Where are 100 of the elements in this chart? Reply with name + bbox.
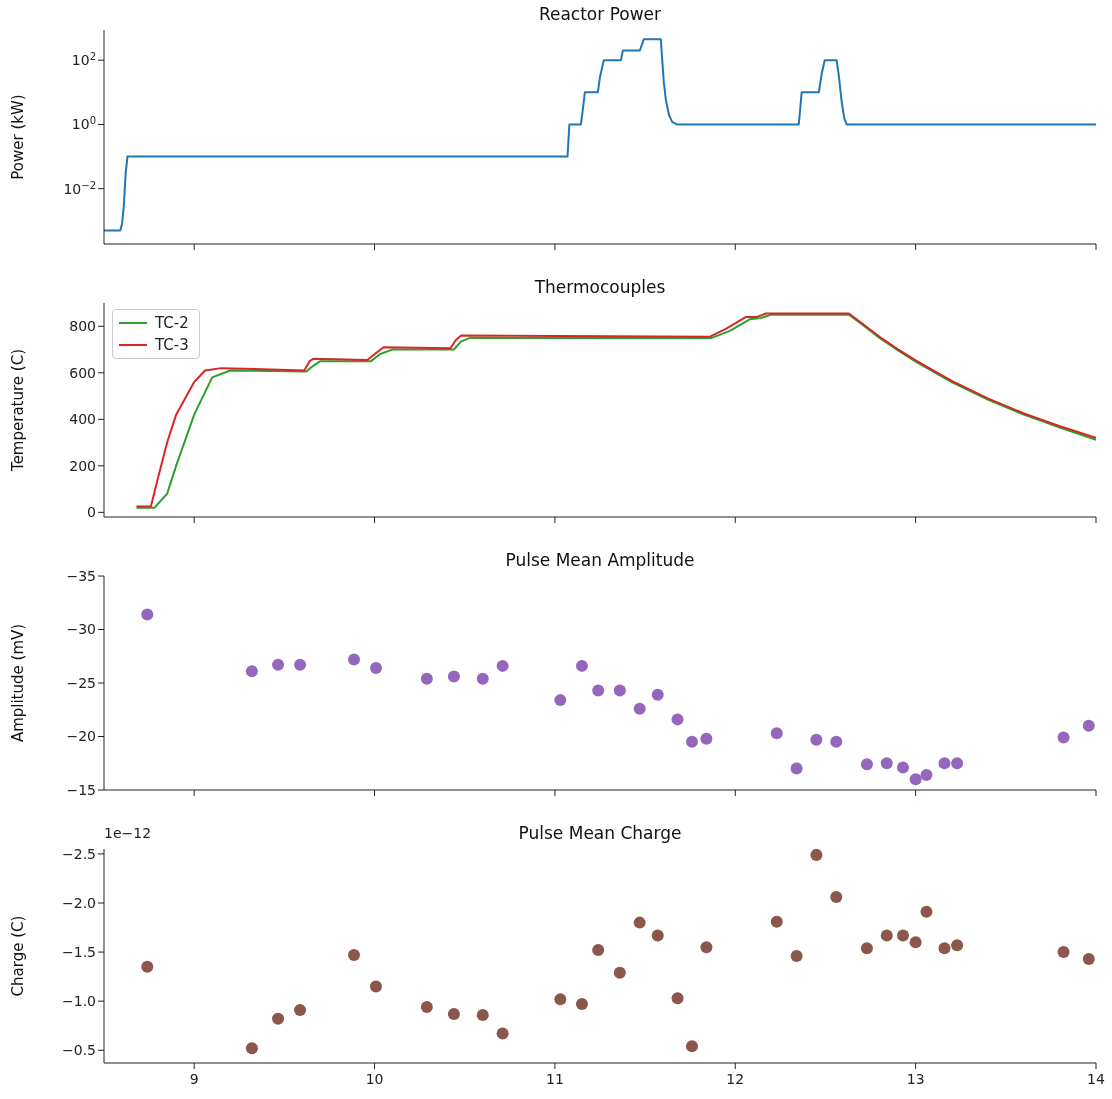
y-axis-title: Charge (C) [9,915,28,997]
point [575,659,588,672]
x-tick-label: 9 [189,1070,199,1087]
point [938,757,951,770]
point [951,939,964,952]
y-tick-label: −15 [66,781,96,798]
point [447,1007,460,1020]
y-axis-title: Amplitude (mV) [9,623,28,743]
point [294,1003,307,1016]
y-tick-label: −35 [66,567,96,584]
line-series [104,38,1096,232]
point [700,732,713,745]
point [810,849,823,861]
point [880,757,893,770]
x-tick-label: 11 [546,1070,564,1087]
y-tick-label: −1.5 [62,943,96,960]
point [1057,946,1070,959]
legend-label: TC-2 [155,313,189,334]
point [920,769,933,782]
point [633,916,646,929]
point [272,1012,285,1025]
y-tick-label: 200 [69,457,96,474]
x-tick-label: 13 [906,1070,925,1087]
chart-title: Reactor Power [537,4,663,24]
y-axis-title: Power (kW) [9,94,28,180]
point [685,735,698,748]
point [860,942,873,955]
y-tick-label: −20 [66,728,96,745]
point [613,684,626,697]
point [420,672,433,685]
point [420,1001,433,1014]
y-tick-label: 400 [69,411,96,428]
point [830,891,843,904]
point [141,960,154,973]
point [592,684,605,697]
point [671,713,684,726]
point [245,1042,258,1055]
chart-title: Pulse Mean Charge [518,823,682,843]
point [651,688,664,701]
x-tick-label: 12 [726,1070,745,1087]
point [447,670,460,683]
y-tick-label: 10$^{2}$ [71,50,96,69]
point [633,702,646,715]
point [141,608,154,621]
point [496,1027,509,1040]
point [700,941,713,954]
point [245,665,258,678]
point [920,905,933,918]
point [476,672,489,685]
point [830,735,843,748]
point [951,757,964,770]
point [554,993,567,1006]
point [1082,952,1095,965]
point [897,761,910,774]
legend-label: TC-3 [155,335,189,356]
point [651,929,664,942]
y-tick-label: −30 [66,621,96,638]
point [347,949,360,962]
point [938,942,951,955]
y-tick-label: −0.5 [62,1042,96,1059]
point [810,733,823,746]
y-tick-label: −2.5 [62,845,96,862]
point [272,658,285,671]
x-tick-label: 14 [1087,1070,1105,1087]
point [575,998,588,1011]
y-tick-label: 0 [87,504,96,521]
point [496,659,509,672]
y-tick-label: −25 [66,674,96,691]
text: 1e−12 [104,825,152,841]
y-tick-label: 600 [69,364,96,381]
point [790,950,803,962]
y-tick-label: 800 [69,318,96,335]
point [369,980,382,993]
point [860,758,873,771]
point [770,727,783,740]
chart-title: Pulse Mean Amplitude [504,550,696,570]
y-tick-label: 10$^{−2}$ [63,179,96,197]
chart-title: Thermocouples [533,277,667,297]
y-tick-label: 10$^{0}$ [71,114,96,133]
point [790,762,803,775]
y-tick-label: −1.0 [62,993,96,1010]
point [880,929,893,942]
point [369,662,382,675]
point [592,944,605,957]
point [613,966,626,979]
y-tick-label: −2.0 [62,894,96,911]
y-axis-title: Temperature (C) [9,349,28,472]
point [770,915,783,928]
point [685,1040,698,1053]
point [294,658,307,671]
x-tick-label: 10 [365,1070,384,1087]
point [476,1008,489,1021]
point [347,653,360,666]
point [909,936,922,949]
point [1057,731,1070,744]
point [554,694,567,707]
point [909,773,922,786]
point [1082,719,1095,732]
point [897,929,910,942]
point [671,992,684,1005]
